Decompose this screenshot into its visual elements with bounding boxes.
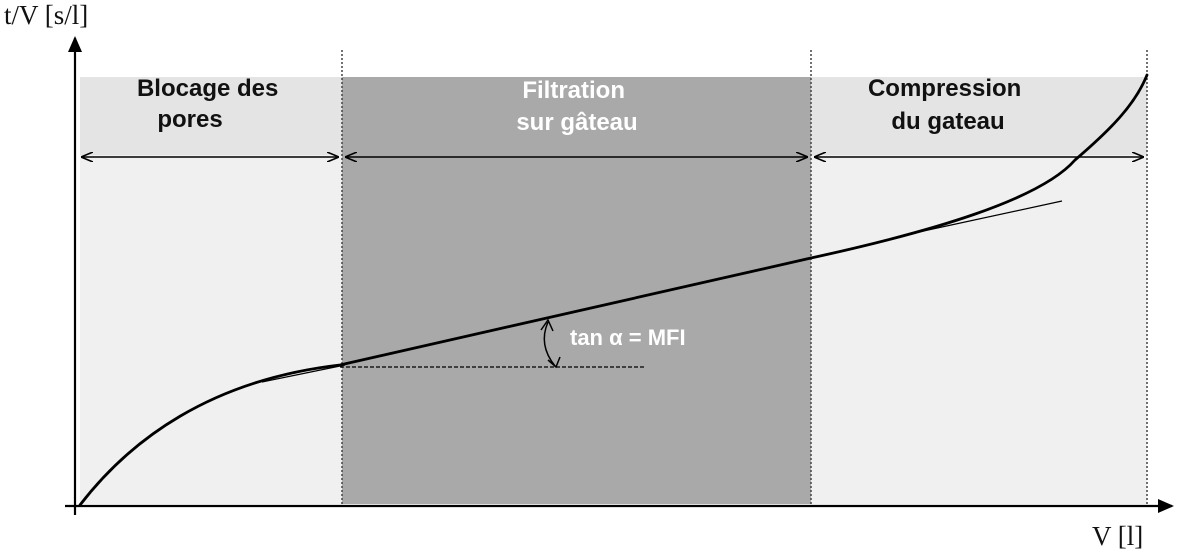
zone-label-2: Filtration sur gâteau	[516, 77, 637, 136]
angle-arrow-bottom	[547, 356, 561, 369]
zone-cake-compression	[811, 77, 1147, 504]
angle-arrow-top	[540, 318, 554, 332]
zone-cake-filtration	[342, 77, 811, 504]
x-axis-label: V [l]	[1092, 521, 1143, 551]
tv-curve	[78, 73, 1149, 507]
zone-pore-blocking	[80, 77, 342, 504]
mfi-formula: tan α = MFI	[570, 325, 686, 350]
tangent-line-left	[261, 364, 346, 383]
zone-label-1: Blocage des pores	[137, 75, 285, 133]
angle-arc	[543, 321, 556, 367]
zone-label-3: Compression du gateau	[868, 75, 1028, 135]
y-axis-label: t/V [s/l]	[4, 0, 88, 30]
